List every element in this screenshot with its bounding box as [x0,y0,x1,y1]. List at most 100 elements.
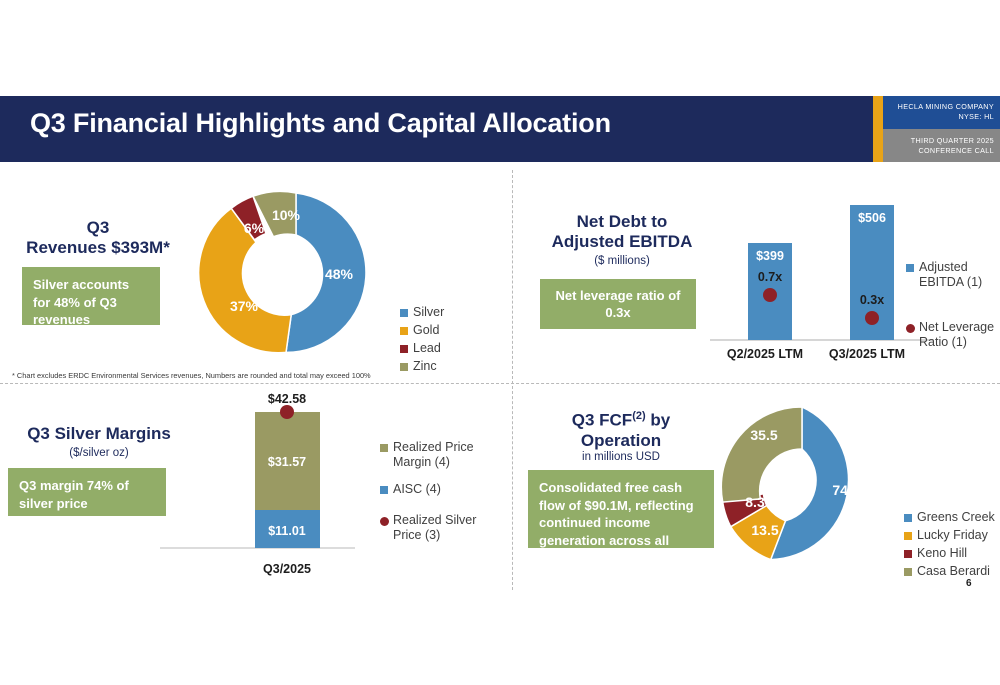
net-debt-callout: Net leverage ratio of 0.3x [540,279,696,329]
header-company-box: HECLA MINING COMPANY NYSE: HL [883,96,1000,129]
legend-swatch-icon [380,486,388,494]
ratio-value-q2: 0.7x [758,270,782,284]
legend-swatch-icon [906,264,914,272]
revenues-footnote: * Chart excludes ERDC Environmental Serv… [12,371,371,380]
slide-header: Q3 Financial Highlights and Capital Allo… [0,96,1000,162]
legend-dot-icon [380,517,389,526]
donut-value-greens-creek: 74.5 [832,482,859,498]
fcf-title-line1: Q3 FCF(2) by [526,406,716,431]
bar-segment-realized-price-margin [255,412,320,510]
legend-dot-icon [906,324,915,333]
legend-item-aisc: AISC (4) [380,482,476,497]
donut-value-casa-berardi: 35.5 [750,427,777,443]
legend-swatch-icon [400,363,408,371]
silver-margins-bar-chart: $42.58 $31.57 $11.01 [160,392,355,549]
margin-value: $31.57 [268,455,306,469]
legend-label: AISC (4) [393,482,441,496]
legend-item-lead: Lead [400,341,444,356]
header-title-bar: Q3 Financial Highlights and Capital Allo… [0,96,864,162]
fcf-callout: Consolidated free cash flow of $90.1M, r… [528,470,714,565]
revenues-title-line2: Revenues $393M* [26,238,170,257]
fcf-title-superscript: (2) [632,410,646,422]
donut-slice-lead [230,195,267,241]
ratio-dot-q3 [865,311,879,325]
legend-label: Greens Creek [917,510,995,524]
realized-silver-price-value: $42.58 [268,392,306,406]
revenue-donut-chart: 48% 37% 6% 10% [197,190,367,354]
fcf-title: Q3 FCF(2) by Operation [526,406,716,451]
aisc-value: $11.01 [268,524,306,538]
horizontal-divider [0,383,1000,384]
donut-slice-gold [197,207,293,354]
legend-swatch-icon [400,309,408,317]
legend-label: Lucky Friday [917,528,988,542]
net-debt-bar-chart: $399 $506 0.7x 0.3x [710,205,934,341]
fcf-donut-chart: 74.5 13.5 8.3 35.5 [720,405,860,561]
net-debt-title-line2: Adjusted EBITDA [551,232,693,251]
page-title: Q3 Financial Highlights and Capital Allo… [30,108,611,138]
donut-slice-zinc [251,190,297,238]
realized-silver-price-dot [280,405,294,419]
donut-value-lead: 6% [244,220,265,236]
net-debt-xlabel-q3: Q3/2025 LTM [828,347,906,361]
legend-label: Lead [413,341,441,355]
page-number: 6 [966,578,972,589]
legend-swatch-icon [904,550,912,558]
fcf-title-main: Q3 FCF [571,410,633,430]
donut-value-zinc: 10% [272,207,301,223]
legend-item-keno-hill: Keno Hill [904,546,995,561]
panel-silver-margins: Q3 Silver Margins ($/silver oz) Q3 margi… [0,390,512,590]
revenue-donut-legend: Silver Gold Lead Zinc [400,305,444,377]
legend-label: Gold [413,323,440,337]
fcf-subtitle: in millions USD [582,451,660,463]
legend-label: Net Leverage Ratio (1) [919,320,995,349]
panel-revenues: Q3 Revenues $393M* Silver accounts for 4… [0,175,512,383]
net-debt-legend: Adjusted EBITDA (1) Net Leverage Ratio (… [906,260,994,353]
silver-margins-subtitle: ($/silver oz) [69,447,129,459]
legend-label: Silver [413,305,445,319]
fcf-donut-legend: Greens Creek Lucky Friday Keno Hill Casa… [904,510,995,582]
fcf-title-line3: Operation [580,430,662,450]
donut-slice-casa-berardi [720,406,803,503]
legend-item-realized-price-margin: Realized Price Margin (4) [380,440,476,470]
net-debt-title: Net Debt to Adjusted EBITDA [522,212,722,252]
donut-slice-keno-hill [721,492,768,528]
legend-swatch-icon [400,327,408,335]
bar-value-q2: $399 [756,249,784,263]
legend-swatch-icon [904,532,912,540]
header-navy-tail [864,96,873,162]
legend-swatch-icon [400,345,408,353]
legend-item-greens-creek: Greens Creek [904,510,995,525]
legend-item-casa-berardi: Casa Berardi [904,564,995,579]
header-gold-accent [873,96,883,162]
ticker-symbol: NYSE: HL [958,111,994,121]
legend-item-net-leverage-ratio: Net Leverage Ratio (1) [906,320,994,350]
donut-slice-greens-creek [769,405,850,561]
legend-item-adjusted-ebitda: Adjusted EBITDA (1) [906,260,994,290]
silver-margins-xlabel: Q3/2025 [263,562,311,576]
event-quarter: THIRD QUARTER 2025 [910,136,994,145]
legend-label: Keno Hill [917,546,968,560]
legend-item-realized-silver-price: Realized Silver Price (3) [380,513,476,543]
silver-margins-callout: Q3 margin 74% of silver price [8,468,166,516]
legend-label: Realized Price Margin (4) [393,440,474,469]
legend-swatch-icon [904,568,912,576]
bar-value-q3: $506 [858,211,886,225]
event-type: CONFERENCE CALL [918,145,994,155]
legend-item-silver: Silver [400,305,444,320]
net-debt-subtitle: ($ millions) [594,255,650,267]
header-event-box: THIRD QUARTER 2025 CONFERENCE CALL [883,129,1000,162]
donut-value-silver: 48% [325,266,354,282]
legend-item-gold: Gold [400,323,444,338]
legend-item-lucky-friday: Lucky Friday [904,528,995,543]
silver-margins-title: Q3 Silver Margins [27,424,171,443]
legend-label: Adjusted EBITDA (1) [919,260,983,289]
fcf-title-by: by [650,410,671,430]
ratio-dot-q2 [763,288,777,302]
legend-swatch-icon [904,514,912,522]
donut-value-lucky-friday: 13.5 [751,522,778,538]
revenues-callout: Silver accounts for 48% of Q3 revenues [22,267,160,327]
bar-segment-aisc [255,510,320,548]
donut-value-keno-hill: 8.3 [745,494,765,510]
